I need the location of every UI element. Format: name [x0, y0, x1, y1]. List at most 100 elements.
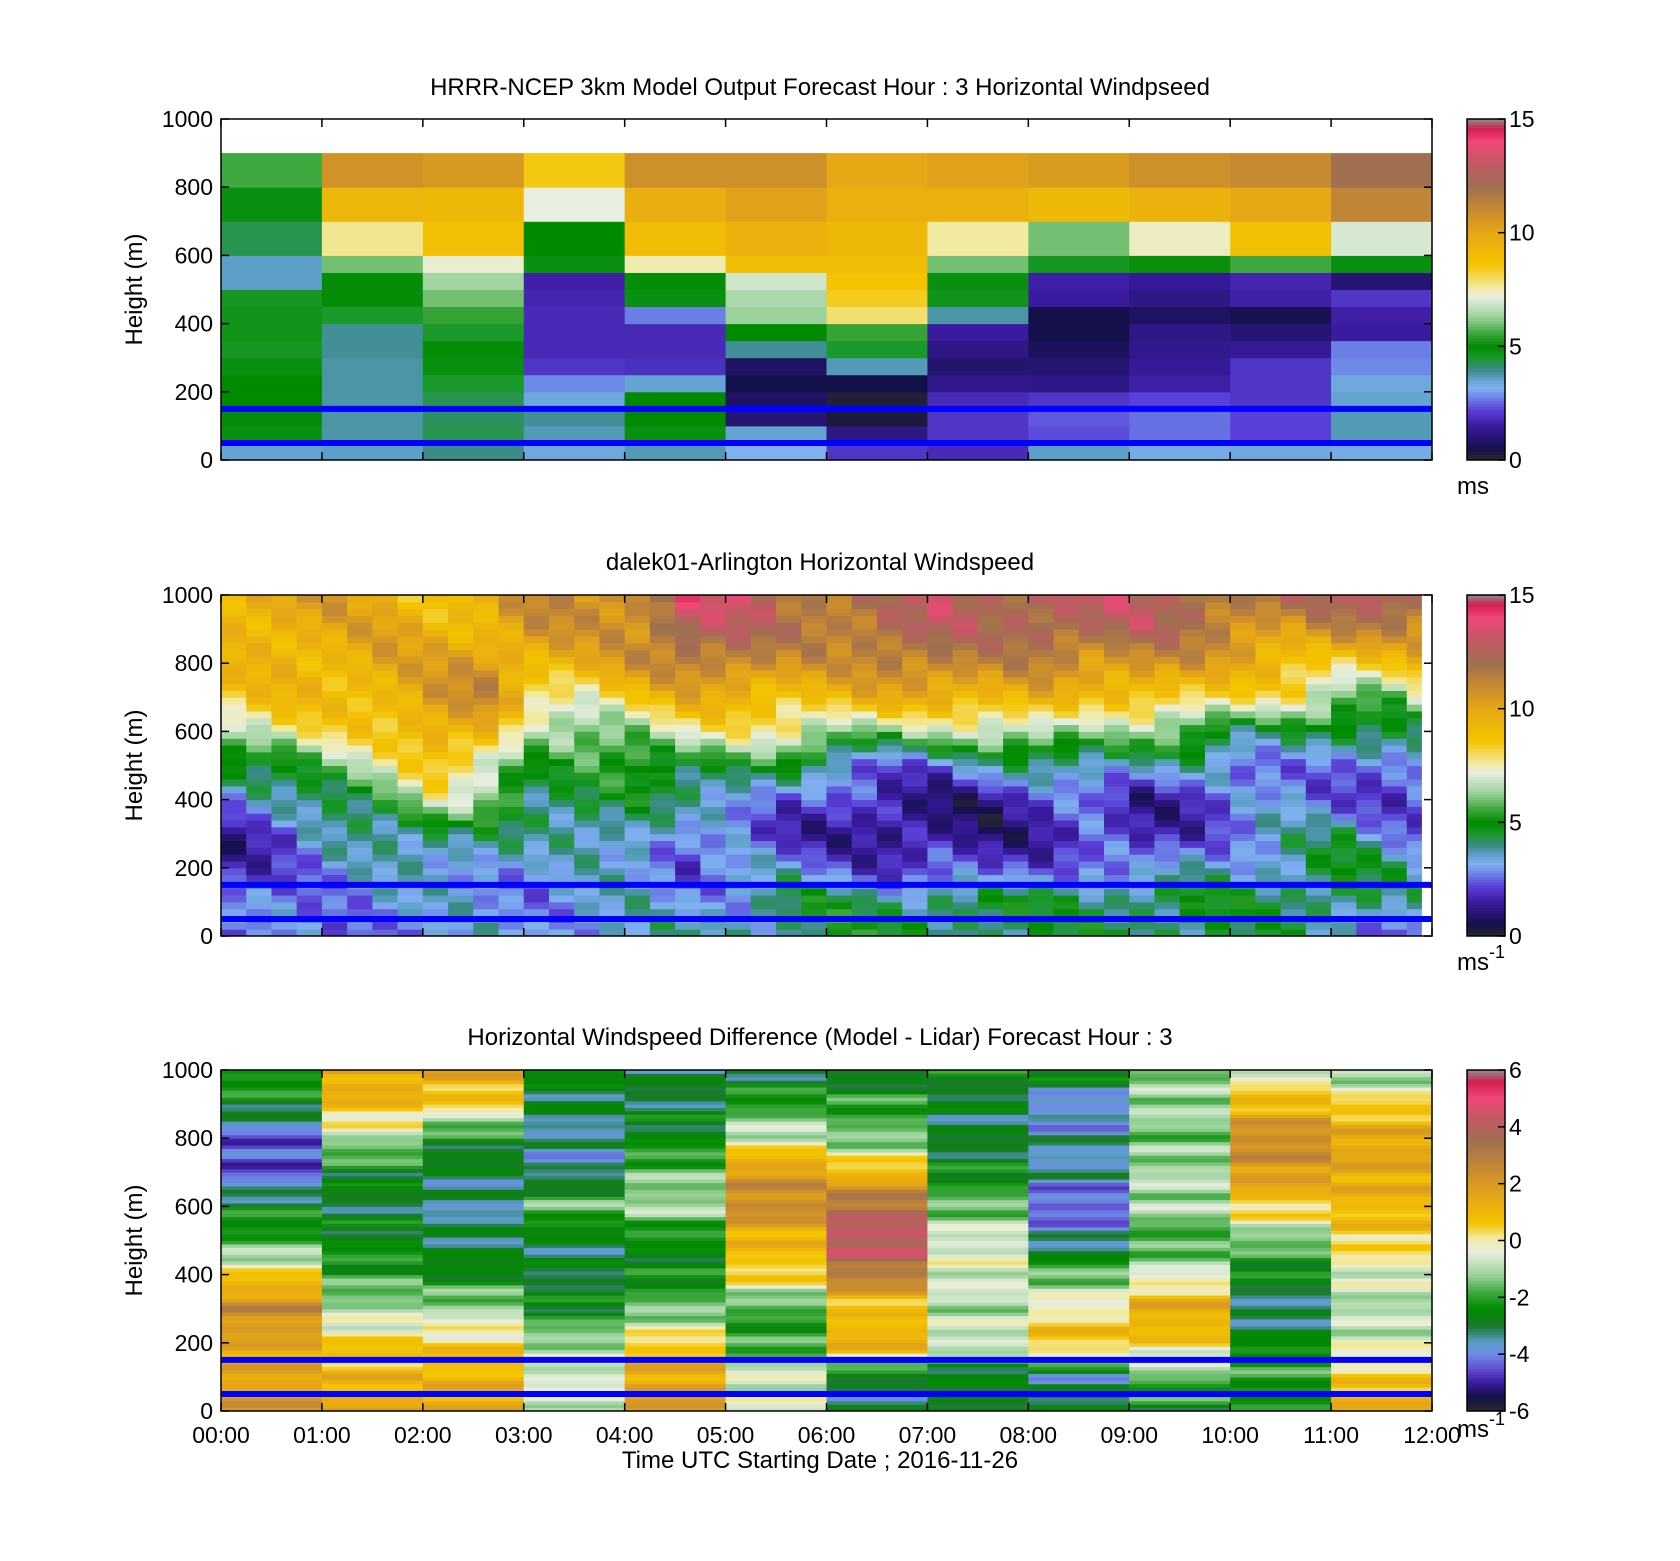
- colorbar-segment: [1467, 258, 1505, 262]
- heatmap-cell: [776, 690, 802, 698]
- heatmap-cell: [1331, 1257, 1433, 1262]
- heatmap-cell: [1078, 792, 1105, 801]
- heatmap-cell: [801, 813, 827, 821]
- colorbar-segment: [1467, 910, 1505, 914]
- heatmap-cell: [599, 895, 626, 903]
- heatmap-cell: [927, 649, 954, 657]
- heatmap-cell: [422, 1278, 525, 1282]
- heatmap-cell: [624, 1387, 727, 1392]
- heatmap-cell: [574, 690, 600, 698]
- heatmap-cell: [826, 840, 853, 848]
- heatmap-cell: [422, 1373, 525, 1378]
- heatmap-cell: [1104, 908, 1130, 917]
- heatmap-cell: [246, 731, 272, 739]
- heatmap-cell: [1154, 690, 1181, 698]
- colorbar-segment: [1467, 369, 1505, 373]
- heatmap-cell: [1381, 683, 1408, 691]
- heatmap-cell: [1305, 874, 1332, 882]
- heatmap-cell: [1078, 847, 1105, 855]
- heatmap-cell: [1104, 663, 1130, 671]
- heatmap-cell: [321, 306, 424, 325]
- heatmap-cell: [700, 847, 727, 855]
- colorbar-segment: [1467, 133, 1505, 137]
- heatmap-cell: [750, 779, 777, 787]
- heatmap-cell: [221, 1342, 323, 1347]
- heatmap-cell: [523, 785, 550, 794]
- heatmap-cell: [624, 622, 651, 630]
- heatmap-cell: [927, 357, 1029, 376]
- heatmap-cell: [1129, 1131, 1231, 1136]
- heatmap-cell: [1230, 1155, 1332, 1160]
- heatmap-cell: [876, 840, 903, 848]
- heatmap-cell: [776, 745, 802, 753]
- heatmap-cell: [801, 806, 827, 814]
- heatmap-cell: [321, 1370, 424, 1374]
- heatmap-cell: [548, 874, 575, 882]
- heatmap-cell: [1179, 629, 1206, 637]
- heatmap-cell: [927, 670, 954, 678]
- heatmap-cell: [523, 1209, 626, 1214]
- heatmap-cell: [1179, 601, 1206, 610]
- heatmap-cell: [473, 738, 500, 746]
- heatmap-cell: [422, 1240, 525, 1245]
- heatmap-cell: [422, 1329, 525, 1334]
- heatmap-cell: [221, 153, 323, 188]
- colorbar-segment: [1467, 771, 1505, 775]
- heatmap-cell: [1280, 772, 1307, 780]
- heatmap-cell: [1331, 1305, 1433, 1310]
- heatmap-cell: [1331, 1243, 1433, 1248]
- heatmap-cell: [977, 710, 1004, 719]
- heatmap-cell: [448, 608, 474, 616]
- heatmap-cell: [321, 1151, 424, 1156]
- heatmap-cell: [1028, 272, 1130, 290]
- heatmap-cell: [1028, 255, 1130, 273]
- heatmap-cell: [271, 649, 298, 657]
- colorbar-segment: [1467, 1379, 1505, 1384]
- heatmap-cell: [1129, 1250, 1231, 1255]
- heatmap-cell: [1078, 826, 1105, 835]
- heatmap-cell: [977, 751, 1004, 760]
- heatmap-cell: [422, 1090, 525, 1095]
- heatmap-cell: [422, 683, 449, 691]
- heatmap-cell: [422, 779, 449, 787]
- heatmap-cell: [246, 779, 272, 787]
- heatmap-cell: [851, 929, 878, 937]
- colorbar-segment: [1467, 1192, 1505, 1196]
- heatmap-cell: [372, 710, 399, 719]
- heatmap-cell: [221, 635, 247, 644]
- heatmap-cell: [1331, 888, 1357, 896]
- heatmap-cell: [548, 751, 575, 760]
- y-tick-label: 1000: [162, 106, 213, 132]
- heatmap-cell: [397, 826, 424, 835]
- heatmap-cell: [523, 1230, 626, 1235]
- heatmap-cell: [1230, 738, 1256, 746]
- heatmap-cell: [1129, 1145, 1231, 1149]
- heatmap-cell: [826, 1284, 928, 1289]
- heatmap-cell: [1104, 642, 1130, 651]
- heatmap-cell: [599, 922, 626, 930]
- heatmap-cell: [1129, 1226, 1231, 1231]
- heatmap-cell: [523, 745, 550, 753]
- heatmap-cell: [448, 697, 474, 705]
- heatmap-cell: [675, 799, 701, 807]
- heatmap-cell: [952, 826, 979, 835]
- heatmap-cell: [574, 676, 600, 685]
- heatmap-cell: [599, 670, 626, 678]
- heatmap-cell: [1331, 1260, 1433, 1265]
- heatmap-cell: [1129, 187, 1231, 222]
- heatmap-cell: [1129, 289, 1231, 308]
- heatmap-cell: [321, 1100, 424, 1105]
- heatmap-cell: [1381, 888, 1408, 896]
- heatmap-cell: [448, 690, 474, 698]
- heatmap-cell: [1255, 663, 1282, 671]
- heatmap-cell: [649, 854, 676, 862]
- heatmap-cell: [321, 1220, 424, 1224]
- heatmap-cell: [473, 690, 500, 698]
- heatmap-cell: [725, 1278, 827, 1282]
- heatmap-cell: [725, 1192, 827, 1197]
- heatmap-cell: [1230, 425, 1332, 444]
- colorbar-segment: [1467, 1098, 1505, 1102]
- heatmap-cell: [246, 785, 272, 794]
- heatmap-cell: [977, 874, 1004, 882]
- heatmap-cell: [321, 642, 348, 651]
